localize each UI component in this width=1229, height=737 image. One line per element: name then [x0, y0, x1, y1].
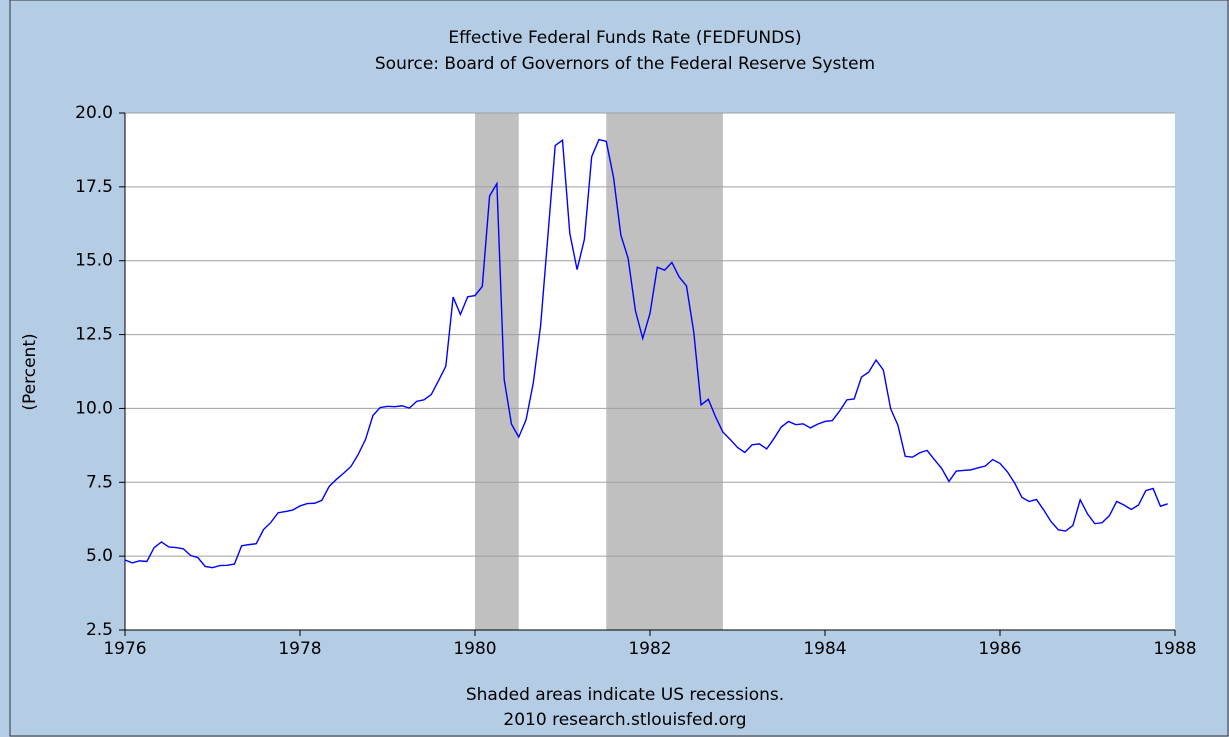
- y-axis-label: (Percent): [20, 333, 40, 410]
- recession-band: [606, 113, 723, 630]
- y-tick-label: 5.0: [86, 546, 113, 566]
- footnote: Shaded areas indicate US recessions.: [466, 685, 784, 705]
- chart-title: Effective Federal Funds Rate (FEDFUNDS): [448, 28, 801, 48]
- y-tick-label: 17.5: [75, 177, 113, 197]
- x-tick-label: 1982: [628, 639, 671, 659]
- x-tick-label: 1988: [1153, 639, 1196, 659]
- footnote: 2010 research.stlouisfed.org: [503, 710, 746, 730]
- y-tick-label: 20.0: [75, 103, 113, 123]
- y-tick-label: 12.5: [75, 325, 113, 345]
- data-line: [124, 138, 1168, 569]
- y-tick-label: 15.0: [75, 251, 113, 271]
- y-tick-label: 10.0: [75, 398, 113, 418]
- chart-subtitle: Source: Board of Governors of the Federa…: [375, 54, 875, 74]
- x-tick-label: 1978: [278, 639, 321, 659]
- x-tick-label: 1984: [803, 639, 846, 659]
- x-tick-label: 1986: [978, 639, 1021, 659]
- y-tick-label: 2.5: [86, 620, 113, 640]
- x-tick-label: 1980: [453, 639, 496, 659]
- y-tick-label: 7.5: [86, 472, 113, 492]
- x-tick-label: 1976: [103, 639, 146, 659]
